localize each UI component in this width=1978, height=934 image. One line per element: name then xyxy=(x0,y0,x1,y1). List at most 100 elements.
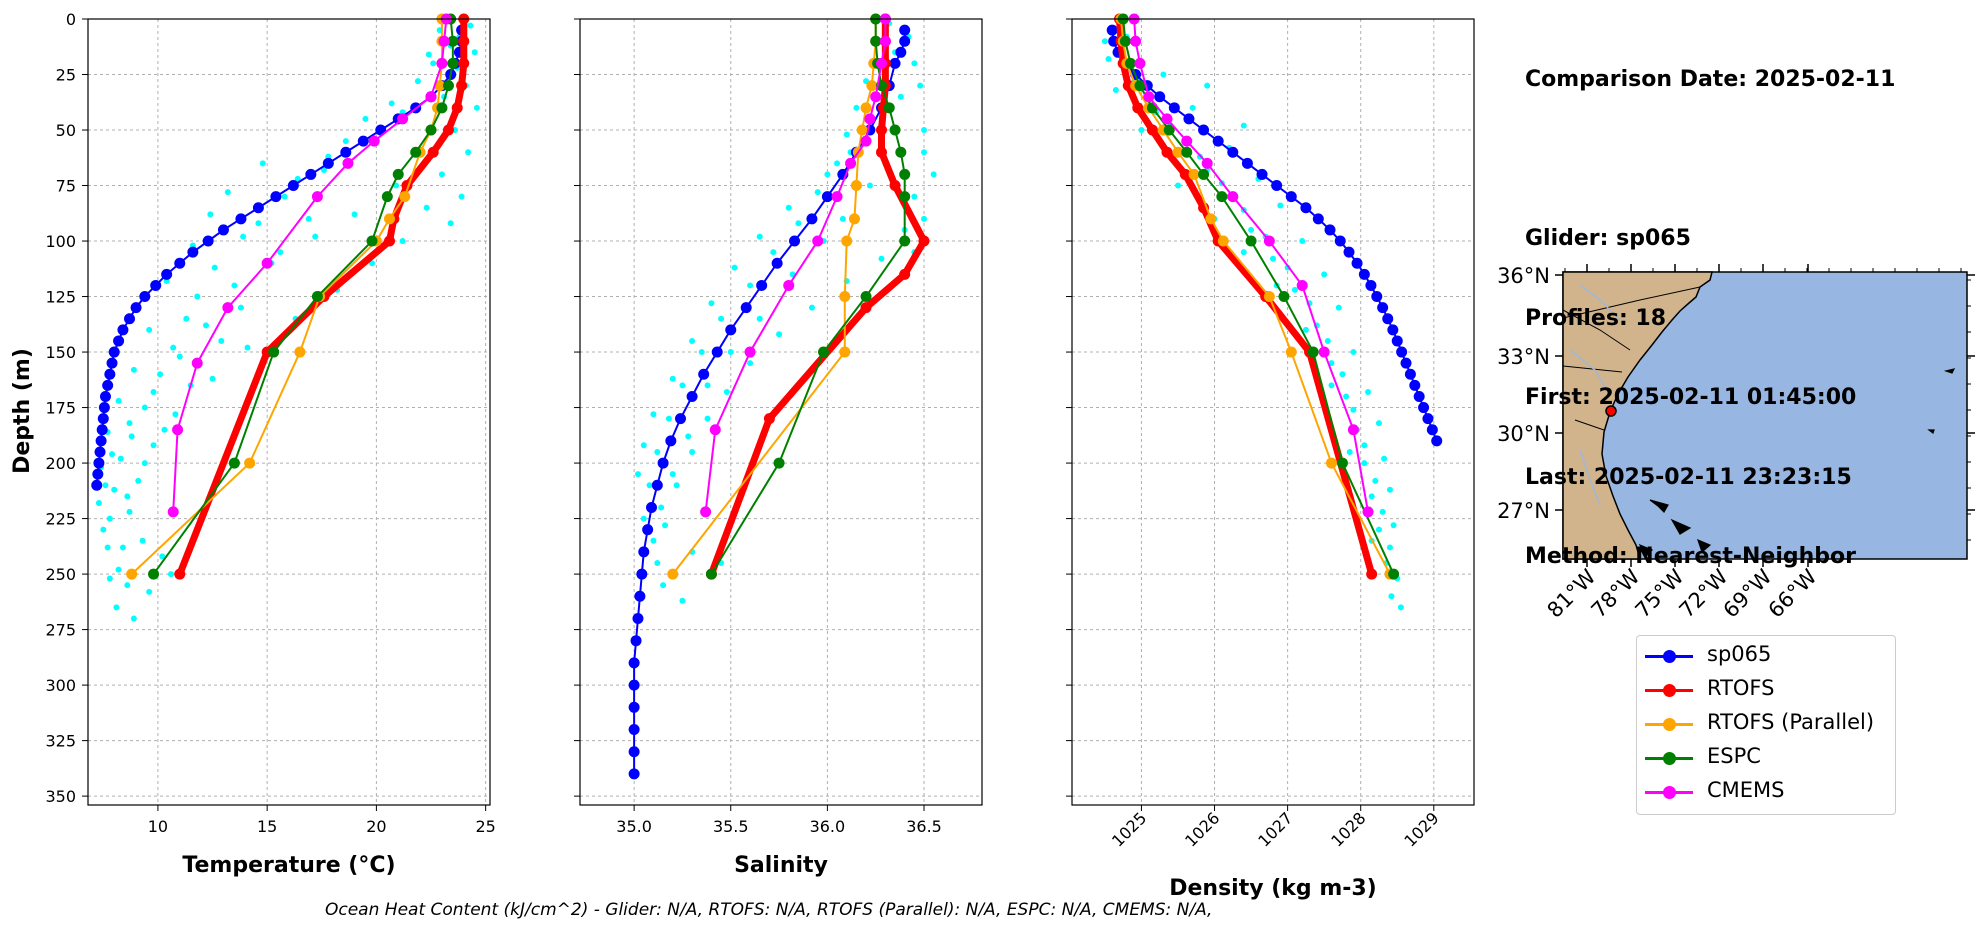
scatter-point xyxy=(679,382,686,389)
series-point xyxy=(1124,57,1136,69)
y-tick-label: 0 xyxy=(66,10,76,29)
series-point xyxy=(771,257,783,269)
scatter-point xyxy=(1277,202,1284,209)
series-point xyxy=(442,80,454,92)
y-tick-label: 225 xyxy=(45,510,76,529)
scatter-point xyxy=(467,22,474,29)
series-point xyxy=(124,313,136,325)
series-point xyxy=(410,146,422,158)
x-axis-label: Salinity xyxy=(734,853,828,878)
series-point xyxy=(1172,146,1184,158)
scatter-point xyxy=(100,526,107,533)
y-tick-label: 350 xyxy=(45,787,76,806)
map-rivers xyxy=(1569,284,1621,506)
scatter-point xyxy=(650,537,657,544)
series-point xyxy=(342,157,354,169)
scatter-point xyxy=(414,78,421,85)
series-point xyxy=(1132,102,1144,114)
series-point xyxy=(864,113,876,125)
series-point xyxy=(96,424,108,436)
series-point xyxy=(458,57,470,69)
glider-location-marker xyxy=(1605,405,1617,417)
scatter-point xyxy=(351,211,358,218)
scatter-point xyxy=(1321,271,1328,278)
series-point xyxy=(634,590,646,602)
scatter-point xyxy=(150,442,157,449)
series-point xyxy=(384,213,395,225)
scatter-point xyxy=(117,455,124,462)
series-point xyxy=(628,768,640,780)
series-point xyxy=(261,257,273,269)
scatter-point xyxy=(102,482,109,489)
series-point xyxy=(628,657,640,669)
depth-axis-label-group: Depth (m) xyxy=(10,348,35,474)
series-point xyxy=(1366,568,1378,580)
series-point xyxy=(311,291,323,303)
legend-item: RTOFS xyxy=(1637,672,1895,706)
series-point xyxy=(148,568,160,580)
scatter-point xyxy=(921,149,928,156)
scatter-point xyxy=(126,420,133,427)
series-point xyxy=(783,279,795,291)
info-line: Method: Nearest-Neighbor xyxy=(1525,544,1856,569)
y-tick-label: 150 xyxy=(45,343,76,362)
series-point xyxy=(1263,235,1275,247)
series-point xyxy=(1106,24,1118,36)
series-point xyxy=(1409,379,1421,391)
scatter-point xyxy=(458,193,465,200)
scatter-point xyxy=(756,233,763,240)
x-tick-label: 36.5 xyxy=(906,817,942,836)
series-point xyxy=(172,424,184,436)
legend-label: RTOFS (Parallel) xyxy=(1707,710,1875,734)
series-point xyxy=(1227,191,1239,203)
series-point xyxy=(1179,168,1191,180)
series-point xyxy=(709,424,721,436)
series-point xyxy=(92,468,104,480)
scatter-point xyxy=(124,493,131,500)
series-point xyxy=(899,24,911,36)
series-point xyxy=(202,235,214,247)
scatter-point xyxy=(785,204,792,211)
scatter-point xyxy=(130,615,137,622)
scatter-point xyxy=(662,522,669,529)
series-point xyxy=(889,57,901,69)
scatter-point xyxy=(747,282,754,289)
series-point xyxy=(889,124,901,136)
info-line: Last: 2025-02-11 23:23:15 xyxy=(1525,464,1852,490)
series-point xyxy=(434,80,446,92)
x-tick-label: 1028 xyxy=(1327,808,1369,850)
series-point xyxy=(1263,291,1275,303)
scatter-point xyxy=(294,175,301,182)
series-point xyxy=(139,291,151,303)
axes-frame xyxy=(87,18,491,806)
scatter-point xyxy=(244,344,251,351)
scatter-point xyxy=(1375,420,1382,427)
scatter-point xyxy=(259,160,266,167)
scatter-point xyxy=(1270,255,1276,262)
scatter-point xyxy=(689,448,696,455)
scatter-point xyxy=(124,582,131,589)
series-point xyxy=(1285,191,1297,203)
series-point xyxy=(860,135,872,147)
x-tick-label: 35.0 xyxy=(616,817,652,836)
scatter-point xyxy=(183,315,190,322)
series-point xyxy=(698,368,710,380)
scatter-point xyxy=(231,282,238,289)
series-point xyxy=(1181,146,1193,158)
scatter-point xyxy=(465,149,472,156)
scatter-point xyxy=(756,315,763,322)
series-point xyxy=(384,235,395,247)
series-point xyxy=(1198,168,1210,180)
scatter-point xyxy=(1379,508,1386,515)
scatter-point xyxy=(202,322,209,329)
series-point xyxy=(1119,35,1131,47)
scatter-point xyxy=(1112,87,1119,94)
scatter-point xyxy=(159,553,166,560)
series-point xyxy=(899,235,911,247)
scatter-point xyxy=(1381,455,1388,462)
series-point xyxy=(1216,191,1228,203)
scatter-point xyxy=(1350,349,1357,356)
axes-frame xyxy=(1071,18,1475,806)
scatter-point xyxy=(170,344,177,351)
legend-marker xyxy=(1663,718,1676,731)
